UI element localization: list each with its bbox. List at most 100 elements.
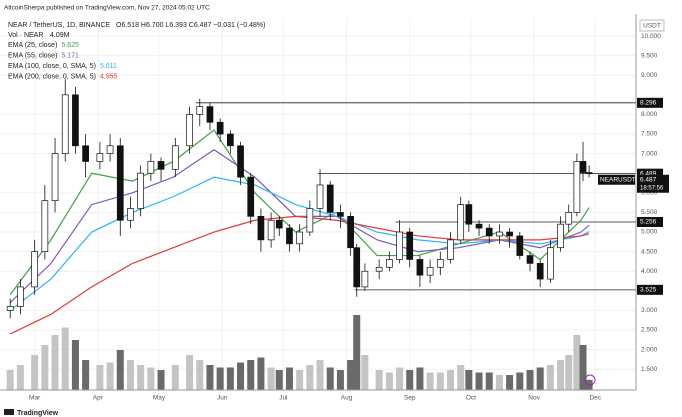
volume-bar bbox=[336, 370, 344, 390]
candle-body bbox=[406, 231, 414, 260]
volume-bar bbox=[557, 360, 565, 390]
y-tick-label: 6.000 bbox=[641, 190, 658, 197]
volume-bar bbox=[137, 365, 145, 390]
x-tick-label: May bbox=[153, 395, 166, 402]
level-label: 5.256 bbox=[640, 219, 657, 226]
volume-bar bbox=[171, 365, 179, 390]
volume-bar bbox=[51, 335, 59, 390]
volume-bar bbox=[71, 340, 79, 390]
y-tick-label: 10.000 bbox=[641, 33, 661, 40]
legend-value: 5.011 bbox=[100, 63, 117, 70]
volume-bar bbox=[106, 362, 114, 390]
volume-bar bbox=[216, 367, 224, 390]
volume-bar bbox=[516, 372, 524, 390]
candle-body bbox=[17, 286, 24, 307]
volume-bar bbox=[61, 327, 69, 390]
current-price: 6.487 bbox=[640, 176, 657, 183]
symbol-tag: NEARUSDT bbox=[600, 176, 636, 183]
countdown: 18:57:56 bbox=[640, 185, 664, 191]
y-tick-label: 4.500 bbox=[641, 248, 658, 255]
volume-bar bbox=[447, 370, 454, 390]
volume-bar bbox=[226, 367, 234, 390]
legend-name: EMA (200, close, 0, SMA, 5) bbox=[8, 73, 96, 80]
candle-body bbox=[275, 219, 283, 229]
currency-box bbox=[639, 19, 665, 32]
level-label: 8.296 bbox=[640, 100, 657, 107]
candle-body bbox=[51, 153, 59, 202]
legend-value: 5.171 bbox=[61, 52, 79, 59]
volume-bar bbox=[396, 367, 404, 390]
footer-brand: TradingView bbox=[17, 410, 59, 417]
volume-bar bbox=[536, 367, 544, 390]
volume-bar bbox=[475, 372, 483, 390]
candle-body bbox=[206, 106, 214, 123]
candle-body bbox=[196, 106, 204, 115]
level-tag bbox=[637, 284, 663, 295]
x-tick-label: Oct bbox=[466, 395, 476, 402]
symbol-tag-box bbox=[598, 174, 635, 185]
candle-body bbox=[216, 121, 224, 135]
volume-bar bbox=[275, 370, 283, 390]
candle-body bbox=[337, 212, 344, 217]
candle-body bbox=[496, 231, 503, 237]
y-tick-label: 5.500 bbox=[641, 209, 658, 216]
candle-body bbox=[475, 223, 483, 229]
volume-bar bbox=[285, 367, 293, 390]
candle-body bbox=[506, 231, 513, 237]
y-tick-label: 9.000 bbox=[641, 72, 658, 79]
level-label: 6.489 bbox=[640, 170, 657, 177]
volume-bar bbox=[82, 360, 90, 390]
volume-bar bbox=[436, 372, 444, 390]
candle-body bbox=[316, 184, 324, 209]
volume-bar bbox=[237, 362, 245, 390]
candle-body bbox=[96, 153, 104, 162]
symbol-line: NEAR / TetherUS, 1D, BINANCE bbox=[8, 22, 111, 29]
y-tick-label: 7.000 bbox=[641, 150, 658, 157]
candle-body bbox=[247, 176, 255, 217]
x-tick-label: Jul bbox=[279, 395, 288, 402]
volume-bar bbox=[465, 370, 473, 390]
x-tick-label: Aug bbox=[341, 395, 353, 402]
ohlc-line: O6.518 H6.700 L6.393 C6.487 −0.031 (−0.4… bbox=[116, 22, 265, 29]
logo bbox=[4, 409, 14, 415]
candle-body bbox=[347, 215, 354, 249]
candle-body bbox=[116, 145, 124, 221]
legend-value: 4.955 bbox=[100, 73, 118, 80]
legend: EMA (25, close) 5.625 EMA (55, close) 5.171… bbox=[8, 42, 118, 81]
candle-body bbox=[186, 114, 193, 147]
volume-name: Vol · NEAR bbox=[8, 32, 43, 39]
y-tick-label: 9.500 bbox=[641, 52, 658, 59]
volume-bar bbox=[126, 360, 134, 390]
candle-body bbox=[72, 94, 79, 147]
price-tag bbox=[637, 174, 669, 193]
x-tick-label: Nov bbox=[528, 395, 540, 402]
x-tick-label: Mar bbox=[29, 395, 41, 402]
candle-body bbox=[385, 259, 393, 268]
volume-bar bbox=[361, 355, 369, 390]
x-tick-label: Sep bbox=[404, 395, 416, 402]
volume-bar bbox=[147, 367, 155, 390]
axes: 10.000 9.500 9.000 8.000 7.500 7.000 6.000 5.50… bbox=[29, 33, 669, 402]
volume-bar bbox=[579, 345, 587, 390]
volume-bar bbox=[426, 372, 434, 390]
candle-body bbox=[565, 212, 573, 225]
legend-name: EMA (55, close) bbox=[8, 52, 57, 59]
publisher: AltcoinSherpa published on TradingView.c… bbox=[4, 5, 210, 12]
candle-body bbox=[267, 219, 275, 241]
candle-body bbox=[547, 247, 554, 280]
level-label: 3.525 bbox=[640, 287, 657, 294]
candle-body bbox=[286, 227, 293, 245]
volume-bar bbox=[495, 375, 503, 390]
candle-body bbox=[353, 247, 361, 288]
candle-body bbox=[147, 161, 155, 174]
candle-body bbox=[82, 145, 89, 162]
level-tag bbox=[637, 216, 663, 227]
candle-body bbox=[457, 204, 465, 241]
y-tick-label: 8.000 bbox=[641, 111, 658, 118]
candle-body bbox=[171, 145, 179, 170]
volume-bar bbox=[186, 355, 194, 390]
volume-bar bbox=[296, 370, 304, 390]
candle-body bbox=[465, 204, 473, 225]
volume-bar bbox=[306, 365, 314, 390]
